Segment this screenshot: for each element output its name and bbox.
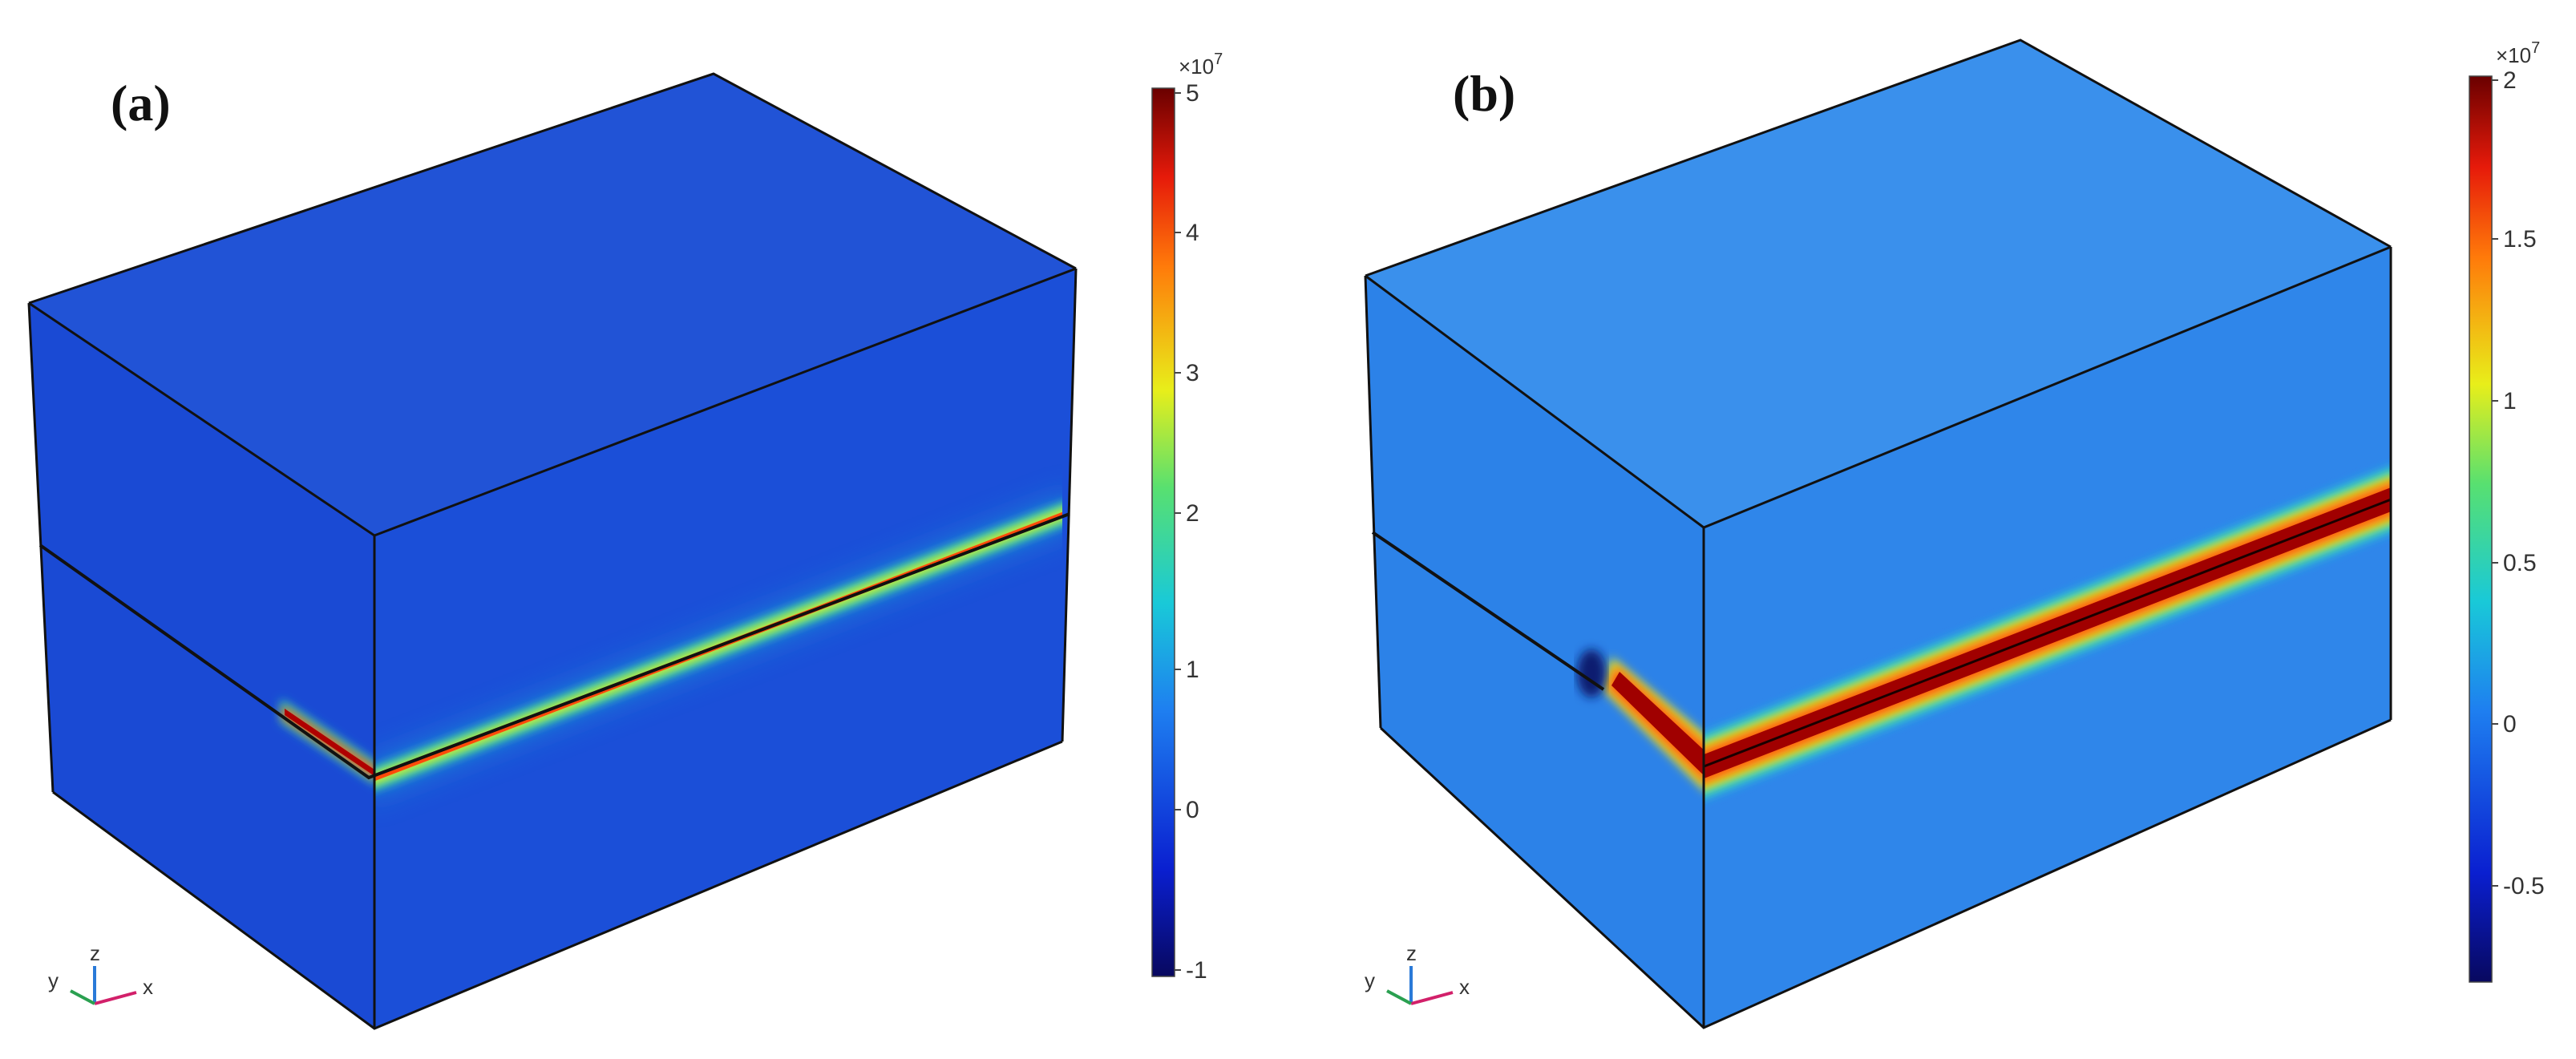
colorbar-tick-label: 1 [2503, 388, 2517, 414]
colorbar-gradient [1151, 87, 1175, 977]
panel-a: (a) [27, 51, 1223, 1030]
top-face [1365, 40, 2391, 527]
colorbar-tick-label: 0 [2503, 711, 2517, 738]
box-edges [1364, 38, 2392, 1029]
colorbar-tick-label: 2 [1186, 500, 1199, 527]
stress-band-left [281, 699, 374, 786]
colorbar-ticks: 5 4 3 2 1 0 -1 [1175, 80, 1207, 984]
panel-b: (b) [1364, 38, 2545, 1029]
axis-y-label: y [48, 968, 59, 992]
colorbar-tick-label: 0.5 [2503, 550, 2537, 576]
axis-z-label: z [90, 941, 100, 965]
colorbar-tick-label: 5 [1186, 80, 1199, 107]
left-face [29, 303, 374, 1029]
axis-x-label: x [1459, 975, 1470, 999]
axis-triad: z x y [1365, 941, 1470, 1005]
colorbar-tick-label: 2 [2503, 67, 2517, 94]
colorbar-tick-label: -1 [1186, 957, 1207, 984]
top-face [29, 74, 1076, 536]
panel-label: (a) [111, 75, 171, 131]
colorbar-tick-label: 1.5 [2503, 226, 2537, 253]
colorbar-multiplier: ×107 [2496, 39, 2540, 67]
colorbar-gradient [2469, 75, 2493, 983]
axis-triad: z x y [48, 941, 153, 1005]
colorbar-tick-label: 4 [1186, 220, 1199, 246]
box-edges [27, 72, 1078, 1030]
stress-band-front [1704, 465, 2391, 802]
colorbar-tick-label: -0.5 [2503, 873, 2545, 899]
box-a [27, 72, 1078, 1030]
axis-x-label: x [143, 975, 153, 999]
colorbar-tick-label: 3 [1186, 360, 1199, 386]
colorbar-tick-label: 1 [1186, 657, 1199, 683]
colorbar-multiplier: ×107 [1179, 51, 1223, 79]
left-face [1365, 276, 1704, 1028]
box-b [1364, 38, 2392, 1029]
colorbar-tick-label: 0 [1186, 797, 1199, 823]
axis-y-label: y [1365, 968, 1375, 992]
colorbar-ticks: 2 1.5 1 0.5 0 -0.5 [2492, 67, 2545, 899]
axis-z-label: z [1406, 941, 1417, 965]
panel-label: (b) [1453, 65, 1515, 122]
colorbar-b: ×107 2 1.5 1 0.5 0 -0.5 [2469, 39, 2545, 983]
colorbar-a: ×107 5 4 3 2 1 0 -1 [1151, 51, 1223, 984]
